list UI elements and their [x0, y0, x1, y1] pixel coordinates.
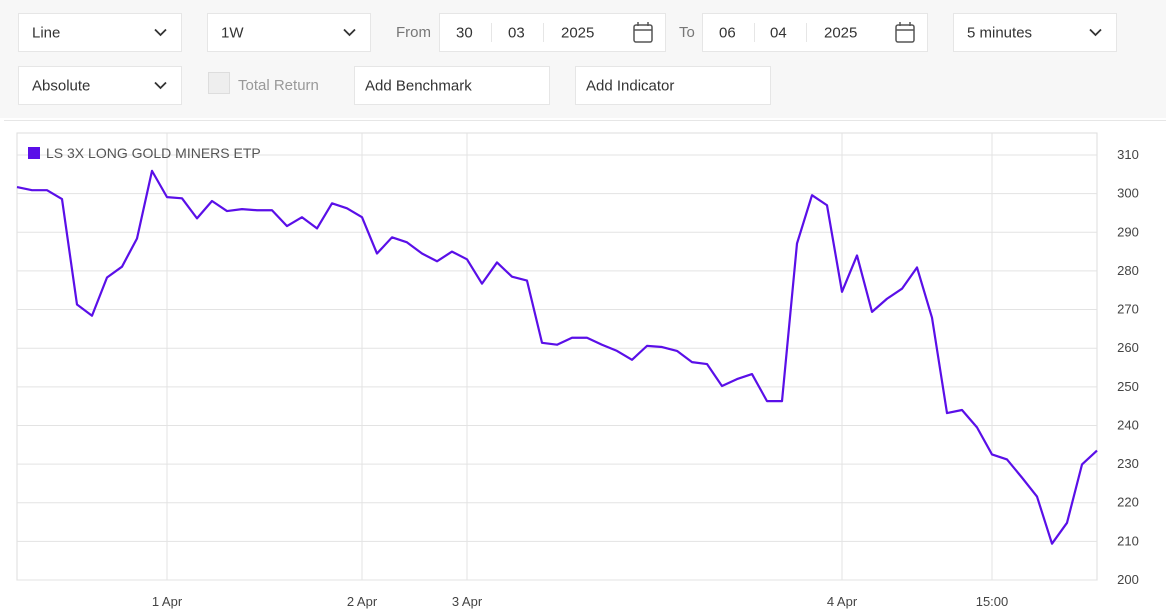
dropdown-text: Absolute — [32, 77, 91, 94]
to-date[interactable]: 06 04 2025 — [702, 13, 928, 52]
chart-panel: 200 210 220 230 240 250 260 270 280 290 300 310 1 Ap… — [4, 120, 1166, 616]
y-tick-label: 230 — [1117, 456, 1139, 471]
interval-dropdown[interactable]: 5 minutes — [953, 13, 1117, 52]
x-tick-label: 1 Apr — [152, 594, 183, 609]
calendar-icon[interactable] — [633, 22, 653, 43]
x-tick-label: 4 Apr — [827, 594, 858, 609]
y-tick-label: 250 — [1117, 379, 1139, 394]
chevron — [1089, 28, 1102, 36]
chart-type-dropdown[interactable]: Line — [18, 13, 182, 52]
price-line — [16, 169, 1098, 545]
scale-dropdown[interactable]: Absolute — [18, 66, 182, 105]
day: 06 — [719, 24, 736, 41]
month: 03 — [508, 24, 525, 41]
x-tick-label: 2 Apr — [347, 594, 378, 609]
year: 2025 — [561, 24, 595, 41]
checkbox-label: Total Return — [238, 77, 319, 94]
y-tick-label: 210 — [1117, 533, 1139, 548]
x-tick-label: 3 Apr — [452, 594, 483, 609]
y-tick-label: 240 — [1117, 417, 1139, 432]
from-date[interactable]: 30 03 2025 — [439, 13, 666, 52]
chevron — [343, 28, 356, 36]
month: 04 — [770, 24, 787, 41]
calendar-icon[interactable] — [895, 22, 915, 43]
y-tick-label: 280 — [1117, 263, 1139, 278]
y-tick-label: 260 — [1117, 340, 1139, 355]
y-tick-label: 310 — [1117, 147, 1139, 162]
y-tick-label: 200 — [1117, 572, 1139, 587]
x-tick-label: 15:00 — [976, 594, 1009, 609]
from-label: From — [396, 24, 431, 41]
day: 30 — [456, 24, 473, 41]
dropdown-text: 5 minutes — [967, 24, 1033, 41]
dropdown-text: 1W — [221, 24, 244, 41]
indicator-input[interactable]: Add Indicator — [575, 66, 771, 105]
period-dropdown[interactable]: 1W — [207, 13, 371, 52]
placeholder: Add Indicator — [586, 77, 675, 94]
chevron — [154, 28, 167, 36]
checkbox[interactable] — [208, 72, 230, 94]
chevron — [154, 81, 167, 89]
y-tick-label: 290 — [1117, 224, 1139, 239]
plot-area — [16, 132, 1098, 581]
legend-label: LS 3X LONG GOLD MINERS ETP — [46, 145, 261, 161]
to-label: To — [679, 24, 695, 41]
year: 2025 — [824, 24, 858, 41]
legend-swatch — [28, 147, 40, 159]
y-tick-label: 270 — [1117, 302, 1139, 317]
benchmark-input[interactable]: Add Benchmark — [354, 66, 550, 105]
y-tick-label: 300 — [1117, 186, 1139, 201]
placeholder: Add Benchmark — [365, 77, 472, 94]
y-tick-label: 220 — [1117, 495, 1139, 510]
toolbar: Line 1W From 30 03 2025 To 06 04 2025 5 … — [0, 0, 1166, 118]
chart: 200 210 220 230 240 250 260 270 280 290 300 310 1 Ap… — [16, 132, 1139, 609]
dropdown-text: Line — [32, 24, 61, 41]
